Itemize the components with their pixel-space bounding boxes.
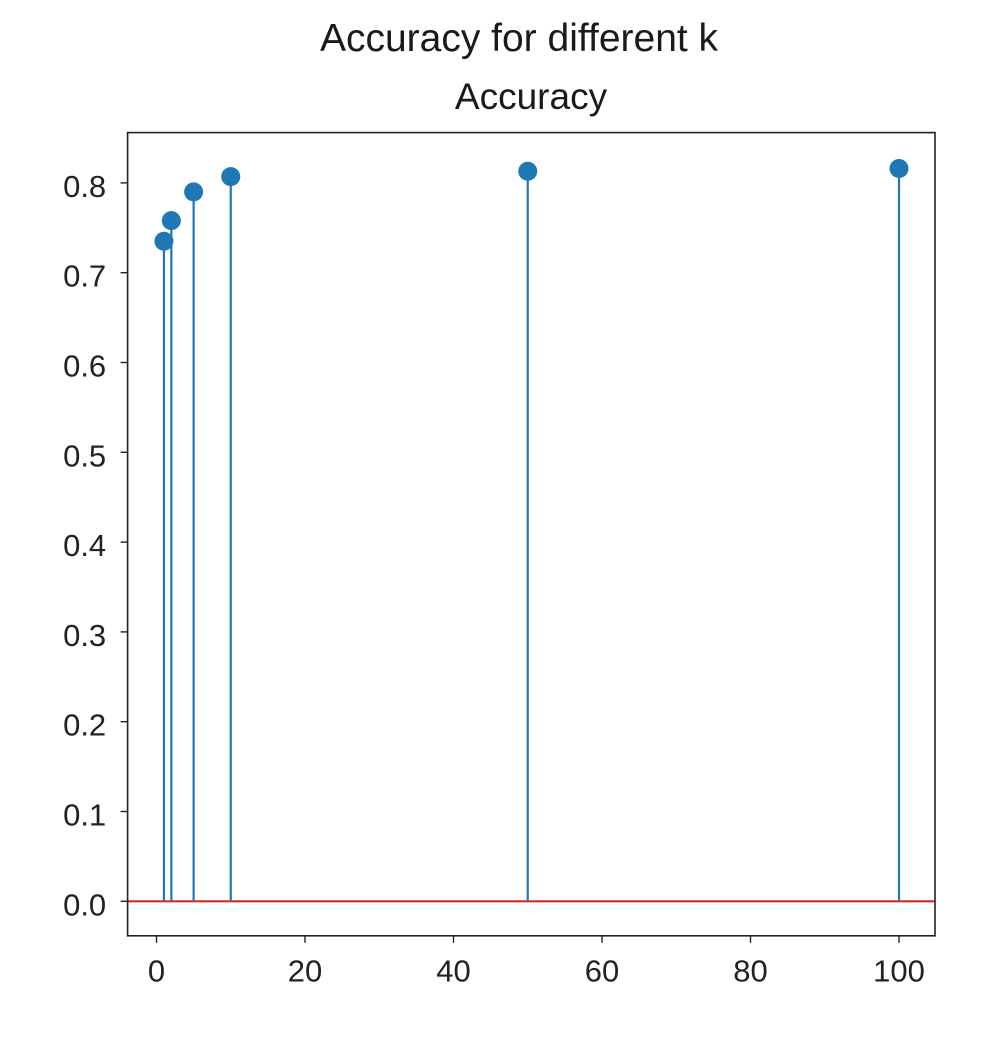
svg-text:0.6: 0.6 — [63, 349, 106, 384]
svg-text:100: 100 — [873, 953, 925, 988]
svg-text:0.8: 0.8 — [63, 169, 106, 204]
svg-text:0.1: 0.1 — [63, 798, 106, 833]
svg-text:0: 0 — [148, 953, 165, 988]
svg-text:0.3: 0.3 — [63, 618, 106, 653]
svg-text:40: 40 — [436, 953, 470, 988]
svg-text:0.4: 0.4 — [63, 528, 106, 563]
svg-text:60: 60 — [585, 953, 619, 988]
svg-text:0.0: 0.0 — [63, 887, 106, 922]
svg-text:0.7: 0.7 — [63, 259, 106, 294]
svg-text:80: 80 — [733, 953, 767, 988]
svg-text:0.5: 0.5 — [63, 438, 106, 473]
svg-text:0.2: 0.2 — [63, 708, 106, 743]
svg-text:20: 20 — [288, 953, 322, 988]
